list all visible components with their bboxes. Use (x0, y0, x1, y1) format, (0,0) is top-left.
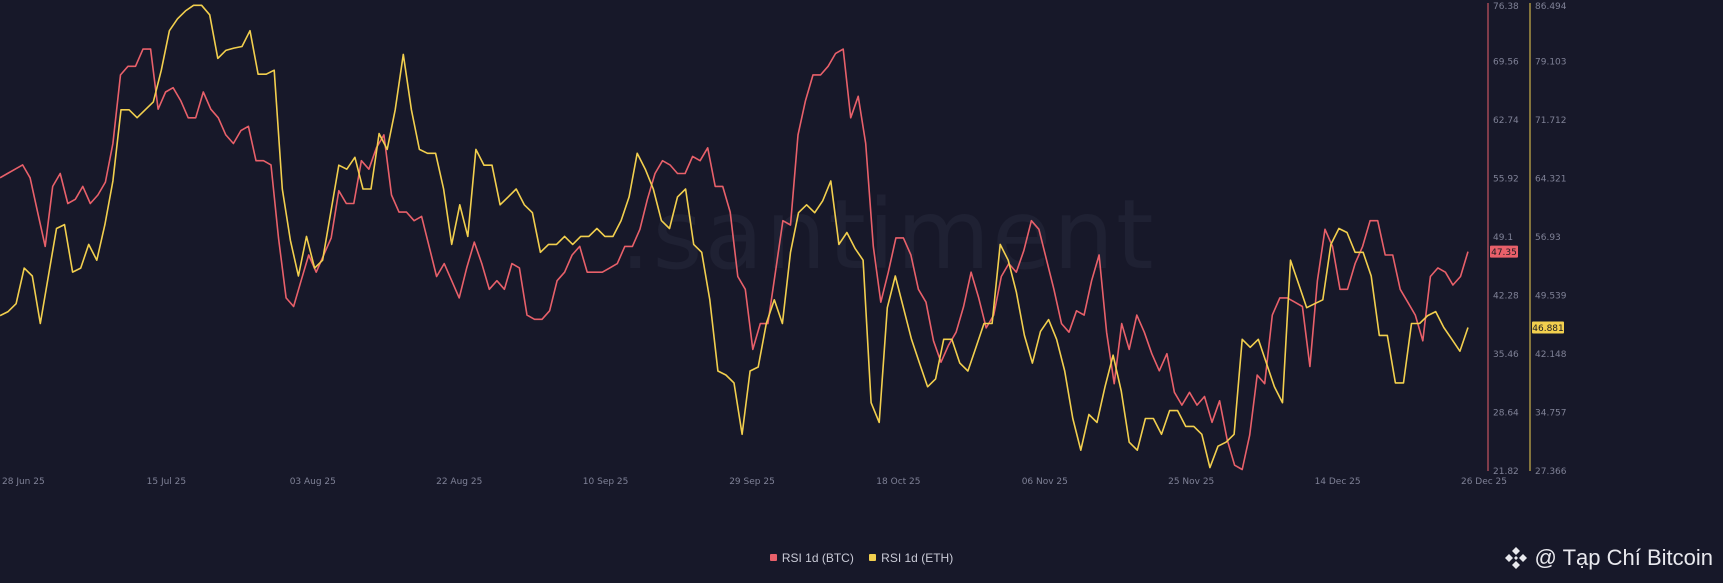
last-value-text-eth: 46.881 (1532, 324, 1564, 334)
right-axis-tick: 27.366 (1535, 467, 1567, 477)
left-axis-tick: 76.38 (1493, 2, 1519, 12)
series-line-btc (0, 48, 1469, 471)
legend-label-eth: RSI 1d (ETH) (881, 550, 954, 565)
legend-swatch-btc (769, 554, 777, 561)
binance-diamond-icon (1504, 547, 1527, 569)
x-axis-tick: 15 Jul 25 (147, 477, 187, 487)
watermark: .santiment (620, 179, 1156, 291)
last-value-badge-eth (1532, 321, 1564, 334)
right-axis-tick: 42.148 (1535, 350, 1567, 360)
x-axis-tick: 18 Oct 25 (876, 477, 920, 487)
legend-label-btc: RSI 1d (BTC) (781, 550, 854, 565)
right-axis-tick: 49.539 (1535, 292, 1567, 302)
brand-watermark: @ Tạp Chí Bitcoin (1503, 545, 1713, 571)
series-line-eth (0, 4, 1469, 469)
left-axis-tick: 55.92 (1493, 175, 1519, 185)
last-value-text-btc: 47.35 (1491, 248, 1517, 258)
left-axis-tick: 28.64 (1493, 409, 1519, 419)
x-axis-tick: 22 Aug 25 (436, 477, 482, 487)
legend: RSI 1d (BTC) RSI 1d (ETH) (0, 550, 1723, 565)
right-axis-tick: 56.93 (1535, 233, 1561, 243)
x-axis-tick: 10 Sep 25 (583, 477, 629, 487)
right-axis-tick: 34.757 (1535, 409, 1567, 419)
x-axis-tick: 29 Sep 25 (729, 477, 775, 487)
brand-text: @ Tạp Chí Bitcoin (1534, 545, 1713, 570)
left-axis-tick: 69.56 (1493, 58, 1519, 68)
left-axis-tick: 42.28 (1493, 292, 1519, 302)
x-axis-tick: 03 Aug 25 (290, 477, 336, 487)
left-axis-tick: 62.74 (1493, 116, 1519, 126)
x-axis-tick: 14 Dec 25 (1315, 477, 1361, 487)
right-axis-tick: 64.321 (1535, 175, 1567, 185)
right-axis-tick: 79.103 (1535, 58, 1567, 68)
x-axis-tick: 28 Jun 25 (2, 477, 45, 487)
right-axis-tick: 71.712 (1535, 116, 1567, 126)
last-value-badge-btc (1490, 245, 1518, 258)
legend-item-btc[interactable]: RSI 1d (BTC) (769, 550, 854, 565)
left-axis-tick: 49.1 (1493, 233, 1513, 243)
legend-item-eth[interactable]: RSI 1d (ETH) (869, 551, 953, 565)
x-axis-tick: 26 Dec 25 (1461, 477, 1507, 487)
left-axis-tick: 35.46 (1493, 350, 1519, 360)
legend-swatch-eth (869, 554, 877, 561)
x-axis-tick: 25 Nov 25 (1168, 477, 1214, 487)
right-axis-tick: 86.494 (1535, 2, 1567, 12)
x-axis-tick: 06 Nov 25 (1022, 477, 1068, 487)
left-axis-tick: 21.82 (1493, 467, 1519, 477)
